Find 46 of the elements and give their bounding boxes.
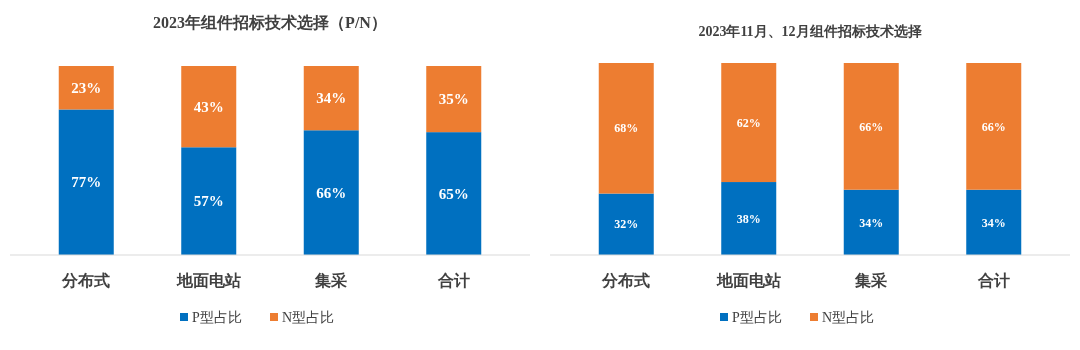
bar (598, 63, 654, 194)
legend-label: N型占比 (822, 310, 875, 325)
data-label: 66% (316, 184, 347, 201)
bar (58, 109, 114, 255)
bar (426, 132, 482, 255)
chart-title: 2023年11月、12月组件招标技术选择 (698, 24, 922, 39)
bar (181, 147, 237, 255)
data-label: 35% (438, 91, 469, 108)
data-label: 57% (193, 193, 224, 210)
x-tick-label: 分布式 (61, 272, 111, 289)
data-label: 32% (614, 217, 639, 232)
data-label: 65% (438, 185, 469, 202)
data-label: 62% (736, 115, 761, 130)
bar (303, 130, 359, 255)
x-tick-label: 合计 (436, 272, 470, 289)
legend-label: N型占比 (282, 310, 335, 325)
bar (843, 63, 899, 190)
data-label: 66% (859, 119, 884, 134)
data-label: 34% (859, 215, 884, 230)
data-label: 77% (71, 174, 102, 191)
x-tick-label: 地面电站 (715, 272, 781, 289)
data-label: 68% (614, 121, 639, 136)
x-tick-label: 集采 (854, 272, 888, 289)
chart-title: 2023年组件招标技术选择（P/N） (153, 14, 387, 32)
bar (181, 66, 237, 148)
bar (303, 66, 359, 131)
bar (721, 63, 777, 183)
data-label: 23% (71, 79, 102, 96)
bar (966, 63, 1022, 190)
x-tick-label: 集采 (314, 272, 348, 289)
x-tick-label: 合计 (976, 272, 1010, 289)
legend-label: P型占比 (192, 310, 242, 325)
data-label: 34% (981, 215, 1006, 230)
data-label: 66% (981, 119, 1006, 134)
bar (843, 189, 899, 255)
bar (721, 182, 777, 255)
x-tick-label: 分布式 (601, 272, 651, 289)
data-label: 38% (736, 211, 761, 226)
legend-label: P型占比 (732, 310, 782, 325)
data-label: 43% (193, 98, 224, 115)
bar (966, 189, 1022, 255)
x-tick-label: 地面电站 (175, 272, 241, 289)
data-label: 34% (316, 90, 347, 107)
bar (598, 193, 654, 255)
bar (58, 66, 114, 110)
bar (426, 66, 482, 133)
